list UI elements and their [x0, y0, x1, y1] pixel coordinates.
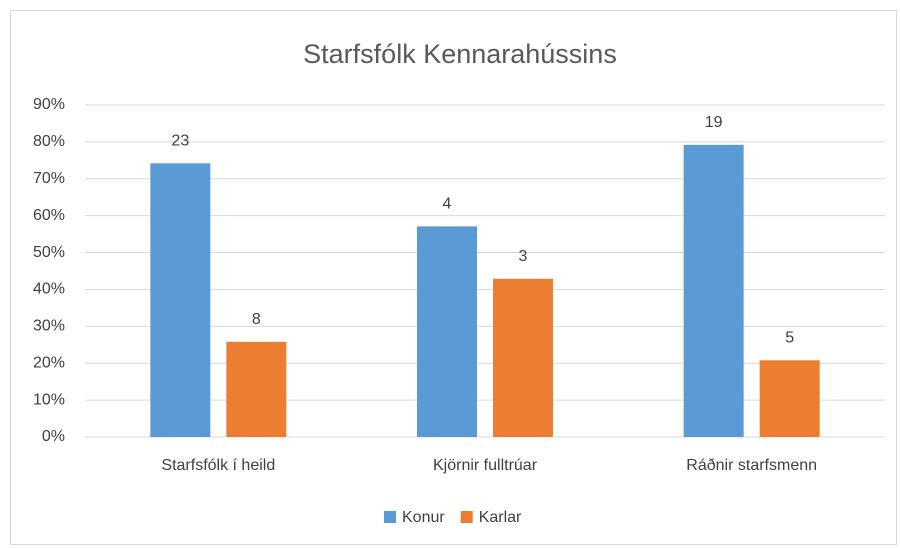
y-tick-label: 40%	[33, 281, 65, 298]
chart-title: Starfsfólk Kennarahússins	[303, 39, 617, 69]
bar	[226, 341, 287, 437]
y-tick-label: 50%	[33, 244, 65, 261]
data-label: 23	[171, 133, 189, 150]
x-tick-label: Starfsfólk í heild	[161, 457, 275, 474]
data-label: 19	[705, 114, 723, 131]
y-tick-label: 70%	[33, 170, 65, 187]
bar	[150, 163, 211, 438]
y-tick-label: 10%	[33, 391, 65, 408]
y-tick-label: 20%	[33, 354, 65, 371]
y-tick-label: 0%	[42, 428, 65, 445]
y-tick-label: 30%	[33, 318, 65, 335]
legend-swatch	[460, 511, 473, 523]
bar	[683, 144, 744, 437]
bar	[417, 226, 477, 437]
legend-label: Karlar	[479, 509, 522, 526]
bar	[759, 360, 820, 437]
y-tick-label: 90%	[33, 96, 65, 113]
data-label: 3	[519, 248, 528, 265]
legend-label: Konur	[402, 509, 445, 526]
bar	[493, 278, 553, 437]
data-label: 8	[252, 311, 261, 328]
legend-swatch	[384, 511, 396, 523]
y-tick-label: 80%	[33, 133, 65, 150]
data-label: 5	[785, 329, 794, 346]
data-label: 4	[443, 196, 452, 213]
x-tick-label: Ráðnir starfsmenn	[686, 457, 817, 474]
y-tick-label: 60%	[33, 207, 65, 224]
x-tick-label: Kjörnir fulltrúar	[433, 457, 538, 474]
